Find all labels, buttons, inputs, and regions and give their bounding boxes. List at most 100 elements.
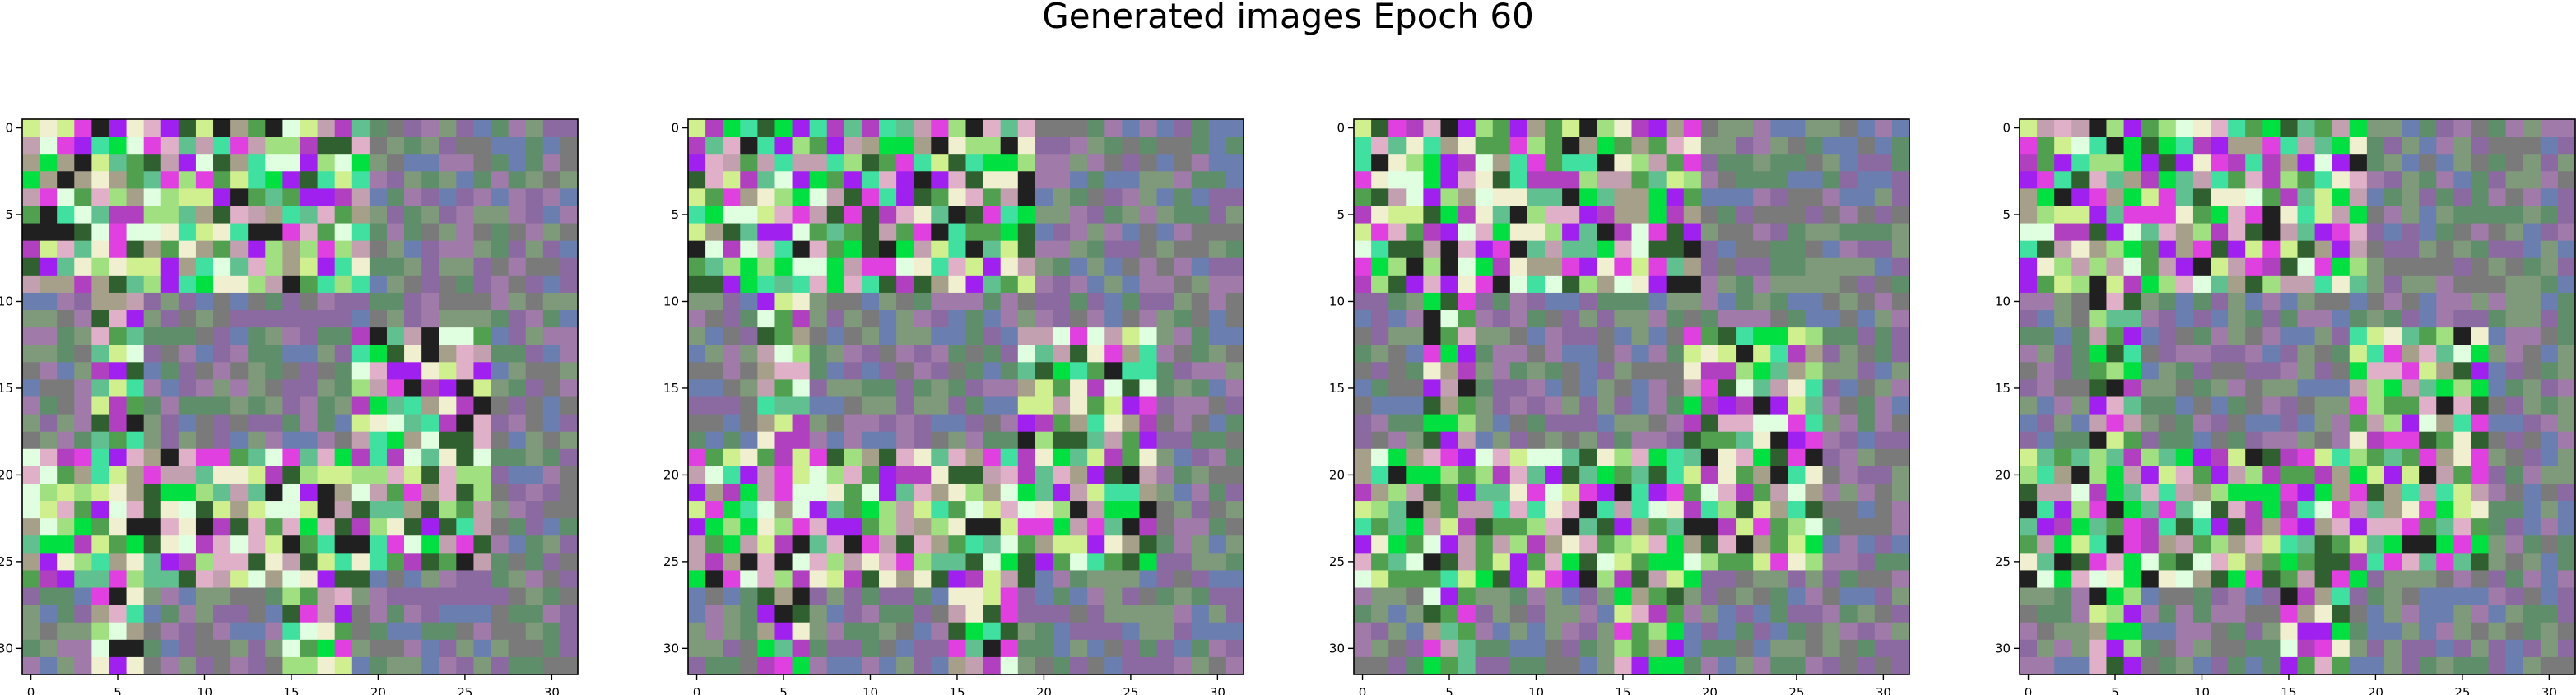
pixel: [1087, 415, 1105, 433]
pixel: [2193, 258, 2211, 276]
pixel: [1053, 119, 1071, 137]
pixel: [983, 258, 1002, 276]
pixel: [1388, 501, 1407, 519]
pixel: [1493, 345, 1511, 363]
pixel: [370, 379, 388, 397]
pixel: [879, 258, 897, 276]
pixel: [179, 171, 197, 189]
pixel: [1001, 449, 1019, 467]
pixel: [810, 119, 828, 137]
pixel: [560, 276, 579, 294]
pixel: [2558, 432, 2576, 450]
pixel: [2541, 501, 2559, 519]
pixel: [40, 379, 58, 397]
pixel: [740, 466, 758, 484]
pixel: [2471, 570, 2489, 588]
pixel: [774, 137, 793, 155]
pixel: [1070, 605, 1088, 623]
pixel: [230, 449, 249, 467]
pixel: [740, 518, 758, 536]
pixel: [109, 154, 127, 172]
pixel: [966, 518, 984, 536]
pixel: [810, 605, 828, 623]
pixel: [1458, 258, 1476, 276]
pixel: [2211, 154, 2229, 172]
pixel: [491, 171, 509, 189]
pixel: [560, 588, 579, 606]
pixel: [1770, 588, 1788, 606]
pixel: [2159, 432, 2177, 450]
pixel: [161, 605, 179, 623]
pixel: [2071, 241, 2090, 259]
pixel: [1788, 449, 1806, 467]
pixel: [1493, 397, 1511, 415]
pixel: [144, 570, 162, 588]
pixel: [421, 570, 439, 588]
pixel: [404, 484, 422, 502]
pixel: [2506, 327, 2524, 345]
pixel: [526, 137, 544, 155]
pixel: [1892, 657, 1910, 675]
pixel: [491, 362, 509, 380]
pixel: [509, 379, 527, 397]
pixel: [1684, 276, 1702, 294]
pixel: [352, 362, 370, 380]
pixel: [439, 657, 457, 675]
pixel: [983, 623, 1002, 641]
pixel: [161, 432, 179, 450]
pixel: [491, 484, 509, 502]
pixel: [1788, 327, 1806, 345]
pixel: [1053, 171, 1071, 189]
y-tick-label: 15: [1995, 381, 2011, 396]
pixel: [2384, 640, 2402, 658]
pixel: [2141, 570, 2160, 588]
pixel: [2089, 276, 2107, 294]
pixel: [2350, 224, 2368, 242]
pixel: [1875, 345, 1893, 363]
pixel: [1684, 501, 1702, 519]
pixel: [179, 224, 197, 242]
pixel: [1840, 553, 1858, 571]
pixel: [1858, 241, 1876, 259]
pixel: [1070, 362, 1088, 380]
pixel: [2471, 415, 2489, 433]
pixel: [2315, 432, 2333, 450]
pixel: [983, 501, 1002, 519]
pixel: [1087, 518, 1105, 536]
pixel: [1157, 224, 1175, 242]
pixel: [1458, 206, 1476, 224]
pixel: [1875, 449, 1893, 467]
pixel: [1087, 327, 1105, 345]
pixel: [439, 466, 457, 484]
pixel: [1858, 119, 1876, 137]
pixel: [439, 379, 457, 397]
pixel: [1192, 432, 1210, 450]
pixel: [1614, 310, 1632, 328]
pixel: [827, 276, 845, 294]
pixel: [1388, 449, 1407, 467]
pixel: [456, 657, 474, 675]
pixel: [948, 432, 966, 450]
pixel: [300, 137, 319, 155]
pixel: [1440, 241, 1458, 259]
pixel: [404, 570, 422, 588]
pixel: [1371, 258, 1389, 276]
pixel: [1423, 379, 1441, 397]
pixel: [2541, 449, 2559, 467]
pixel: [1493, 466, 1511, 484]
pixel: [2228, 535, 2246, 554]
pixel: [265, 362, 283, 380]
pixel: [1139, 241, 1157, 259]
y-tick-label: 20: [1329, 467, 1345, 482]
pixel: [300, 605, 319, 623]
pixel: [896, 276, 914, 294]
pixel: [1035, 276, 1053, 294]
pixel: [196, 657, 214, 675]
pixel: [705, 137, 723, 155]
pixel: [2071, 293, 2090, 311]
pixel: [300, 553, 319, 571]
pixel: [2453, 119, 2471, 137]
pixel: [1209, 466, 1227, 484]
pixel: [1104, 188, 1123, 206]
pixel: [757, 623, 775, 641]
